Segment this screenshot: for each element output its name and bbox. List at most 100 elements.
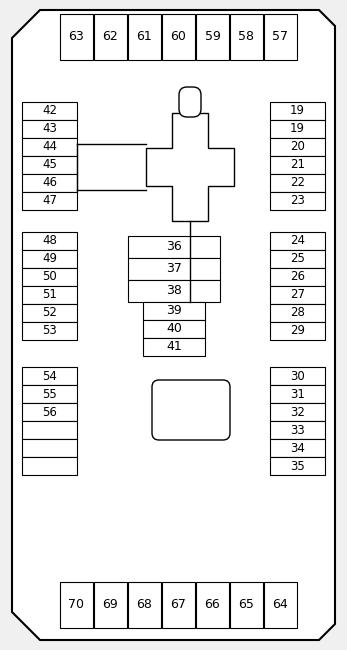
Text: 34: 34 <box>290 441 305 454</box>
Bar <box>94 582 127 628</box>
Text: 28: 28 <box>290 307 305 320</box>
Text: 64: 64 <box>273 599 288 612</box>
Bar <box>270 138 325 156</box>
Bar <box>22 403 77 421</box>
Text: 46: 46 <box>42 177 57 190</box>
Text: 61: 61 <box>137 31 152 44</box>
Bar <box>270 439 325 457</box>
Text: 51: 51 <box>42 289 57 302</box>
Bar <box>143 302 205 320</box>
Bar <box>22 286 77 304</box>
Text: 19: 19 <box>290 105 305 118</box>
Bar <box>128 14 161 60</box>
Bar <box>128 582 161 628</box>
Bar <box>270 367 325 385</box>
Text: 24: 24 <box>290 235 305 248</box>
FancyBboxPatch shape <box>179 87 201 117</box>
Polygon shape <box>12 10 335 640</box>
Text: 20: 20 <box>290 140 305 153</box>
Bar <box>22 174 77 192</box>
Text: 30: 30 <box>290 369 305 382</box>
Bar <box>22 250 77 268</box>
Text: 22: 22 <box>290 177 305 190</box>
Text: 39: 39 <box>166 304 182 317</box>
Bar <box>264 14 297 60</box>
FancyBboxPatch shape <box>152 380 230 440</box>
Text: 68: 68 <box>137 599 152 612</box>
Bar <box>22 367 77 385</box>
Text: 26: 26 <box>290 270 305 283</box>
Bar <box>270 156 325 174</box>
Text: 58: 58 <box>238 31 254 44</box>
Bar <box>60 14 93 60</box>
Bar <box>270 174 325 192</box>
Bar <box>270 385 325 403</box>
Text: 42: 42 <box>42 105 57 118</box>
Text: 52: 52 <box>42 307 57 320</box>
Text: 53: 53 <box>42 324 57 337</box>
Text: 67: 67 <box>171 599 186 612</box>
Bar <box>270 250 325 268</box>
Bar <box>22 232 77 250</box>
Bar <box>143 320 205 338</box>
Bar <box>270 457 325 475</box>
Bar <box>270 120 325 138</box>
Text: 45: 45 <box>42 159 57 172</box>
Text: 37: 37 <box>166 263 182 276</box>
Text: 47: 47 <box>42 194 57 207</box>
Bar <box>270 192 325 210</box>
Bar <box>22 268 77 286</box>
Text: 55: 55 <box>42 387 57 400</box>
Text: 32: 32 <box>290 406 305 419</box>
Bar <box>196 582 229 628</box>
Bar <box>22 439 77 457</box>
Bar <box>230 582 263 628</box>
Text: 41: 41 <box>166 341 182 354</box>
Bar <box>22 457 77 475</box>
Bar <box>196 14 229 60</box>
Text: 63: 63 <box>69 31 84 44</box>
Text: 38: 38 <box>166 285 182 298</box>
Bar <box>146 148 234 186</box>
Text: 56: 56 <box>42 406 57 419</box>
Bar <box>270 304 325 322</box>
Text: 54: 54 <box>42 369 57 382</box>
Bar <box>264 582 297 628</box>
Text: 69: 69 <box>103 599 118 612</box>
Text: 35: 35 <box>290 460 305 473</box>
Text: 21: 21 <box>290 159 305 172</box>
Text: 66: 66 <box>205 599 220 612</box>
Bar <box>270 322 325 340</box>
Bar <box>162 14 195 60</box>
Bar <box>270 268 325 286</box>
Bar <box>230 14 263 60</box>
Bar <box>22 421 77 439</box>
Bar <box>94 14 127 60</box>
Bar <box>22 304 77 322</box>
Bar <box>22 156 77 174</box>
Text: 33: 33 <box>290 424 305 437</box>
Bar <box>22 385 77 403</box>
Bar <box>22 102 77 120</box>
Text: 25: 25 <box>290 252 305 265</box>
Text: 27: 27 <box>290 289 305 302</box>
Bar <box>22 138 77 156</box>
Bar <box>172 113 208 221</box>
Bar <box>270 286 325 304</box>
Text: 44: 44 <box>42 140 57 153</box>
Text: 36: 36 <box>166 240 182 254</box>
Bar <box>143 338 205 356</box>
Bar <box>270 102 325 120</box>
Text: 65: 65 <box>238 599 254 612</box>
Bar <box>60 582 93 628</box>
Bar <box>270 403 325 421</box>
Bar <box>22 192 77 210</box>
Bar <box>22 322 77 340</box>
Text: 19: 19 <box>290 122 305 135</box>
Text: 57: 57 <box>272 31 288 44</box>
Text: 23: 23 <box>290 194 305 207</box>
Text: 70: 70 <box>68 599 85 612</box>
Text: 40: 40 <box>166 322 182 335</box>
Bar <box>22 120 77 138</box>
Text: 50: 50 <box>42 270 57 283</box>
